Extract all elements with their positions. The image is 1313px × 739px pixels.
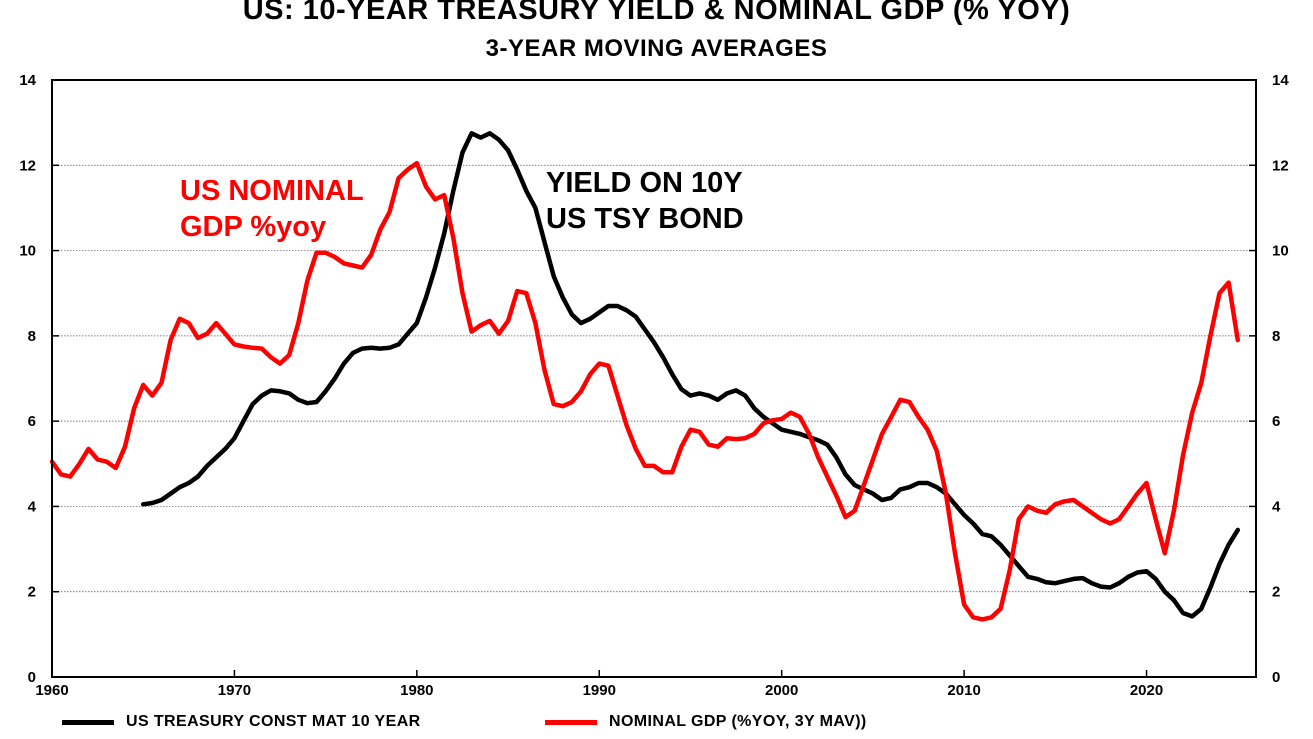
plot-frame <box>51 79 1257 678</box>
legend-item-gdp: NOMINAL GDP (%YOY, 3Y MAV)) <box>545 709 867 735</box>
y-tick-label-left: 2 <box>28 584 36 601</box>
y-tick-label-right: 14 <box>1272 72 1289 89</box>
y-tick-label-left: 12 <box>19 157 36 174</box>
chart-subtitle: 3-YEAR MOVING AVERAGES <box>485 35 828 62</box>
legend-label-gdp: NOMINAL GDP (%YOY, 3Y MAV)) <box>609 713 867 730</box>
x-tick-label: 2000 <box>765 682 798 699</box>
y-tick-label-right: 4 <box>1272 498 1281 515</box>
y-tick-label-right: 0 <box>1272 669 1280 686</box>
axis-ticks: 0 0 2 2 4 4 6 6 8 8 10 10 12 12 14 14 1960 1970 1980 1990 20… <box>19 72 1289 699</box>
x-tick-label: 1990 <box>583 682 616 699</box>
y-tick-label-left: 0 <box>28 669 36 686</box>
series-line-treasury-yield <box>140 131 1241 619</box>
y-tick-label-right: 10 <box>1272 243 1289 260</box>
annotation-line: US NOMINAL <box>180 175 364 207</box>
y-tick-label-left: 4 <box>28 498 37 515</box>
annotation-line: US TSY BOND <box>546 203 744 235</box>
x-tick-label: 2020 <box>1130 682 1163 699</box>
legend-swatch-gdp <box>545 719 597 725</box>
x-tick-label: 2010 <box>947 682 980 699</box>
y-tick-label-left: 14 <box>19 72 36 89</box>
annotation-line: YIELD ON 10Y <box>546 167 743 199</box>
series-lines <box>49 131 1241 622</box>
annotation-line: GDP %yoy <box>180 211 326 243</box>
x-tick-label: 1980 <box>400 682 433 699</box>
annotation-treasury-yield: YIELD ON 10Y US TSY BOND <box>546 167 744 235</box>
y-tick-label-left: 10 <box>19 243 36 260</box>
y-tick-label-right: 6 <box>1272 413 1280 430</box>
series-line-nominal-gdp <box>49 160 1241 622</box>
chart-title: US: 10-YEAR TREASURY YIELD & NOMINAL GDP… <box>242 0 1071 26</box>
y-tick-label-right: 8 <box>1272 328 1280 345</box>
y-tick-label-left: 8 <box>28 328 36 345</box>
y-tick-label-left: 6 <box>28 413 36 430</box>
y-tick-label-right: 2 <box>1272 584 1280 601</box>
annotations: US NOMINAL GDP %yoy YIELD ON 10Y US TSY BON… <box>180 167 744 243</box>
legend-label-yield: US TREASURY CONST MAT 10 YEAR <box>126 713 421 730</box>
legend-item-yield: US TREASURY CONST MAT 10 YEAR <box>62 709 421 735</box>
x-tick-label: 1960 <box>35 682 68 699</box>
y-tick-label-right: 12 <box>1272 157 1289 174</box>
line-chart: 0 0 2 2 4 4 6 6 8 8 10 10 12 12 14 14 1960 1970 1980 1990 20… <box>19 72 1289 699</box>
x-tick-label: 1970 <box>218 682 251 699</box>
annotation-nominal-gdp: US NOMINAL GDP %yoy <box>180 175 364 243</box>
legend-swatch-yield <box>62 719 114 725</box>
